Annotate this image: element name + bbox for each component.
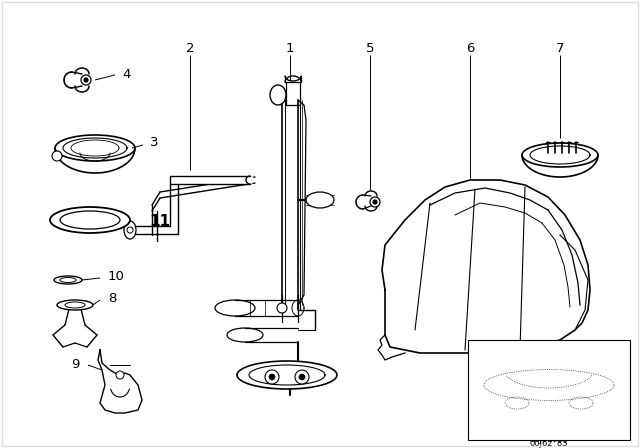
- Text: 4: 4: [122, 68, 131, 81]
- Ellipse shape: [55, 135, 135, 161]
- Text: 11: 11: [150, 215, 170, 229]
- Text: 10: 10: [108, 271, 125, 284]
- Ellipse shape: [522, 143, 598, 167]
- Text: 6: 6: [466, 42, 474, 55]
- Bar: [468, 340, 630, 440]
- Ellipse shape: [299, 374, 305, 380]
- Text: 3: 3: [150, 137, 159, 150]
- Text: 9: 9: [72, 358, 80, 370]
- Ellipse shape: [116, 371, 124, 379]
- Ellipse shape: [237, 361, 337, 389]
- Ellipse shape: [270, 85, 286, 105]
- Ellipse shape: [65, 302, 85, 308]
- Ellipse shape: [269, 374, 275, 380]
- Ellipse shape: [227, 328, 263, 342]
- Text: 2: 2: [186, 42, 195, 55]
- Text: 7: 7: [556, 42, 564, 55]
- Text: 5: 5: [365, 42, 374, 55]
- Ellipse shape: [373, 200, 377, 204]
- Ellipse shape: [127, 227, 133, 233]
- Ellipse shape: [265, 370, 279, 384]
- Text: 00J62*83: 00J62*83: [530, 435, 568, 444]
- Ellipse shape: [54, 276, 82, 284]
- Ellipse shape: [60, 277, 76, 283]
- Text: 00J62*83: 00J62*83: [530, 439, 568, 448]
- Ellipse shape: [295, 370, 309, 384]
- Ellipse shape: [215, 300, 255, 316]
- Ellipse shape: [81, 75, 91, 85]
- Ellipse shape: [124, 221, 136, 239]
- Ellipse shape: [84, 78, 88, 82]
- Ellipse shape: [370, 197, 380, 207]
- Text: 1: 1: [285, 42, 294, 55]
- Ellipse shape: [277, 303, 287, 313]
- Ellipse shape: [57, 300, 93, 310]
- Ellipse shape: [50, 207, 130, 233]
- Ellipse shape: [52, 151, 62, 161]
- Ellipse shape: [306, 192, 334, 208]
- Ellipse shape: [60, 211, 120, 229]
- Text: 8: 8: [108, 293, 116, 306]
